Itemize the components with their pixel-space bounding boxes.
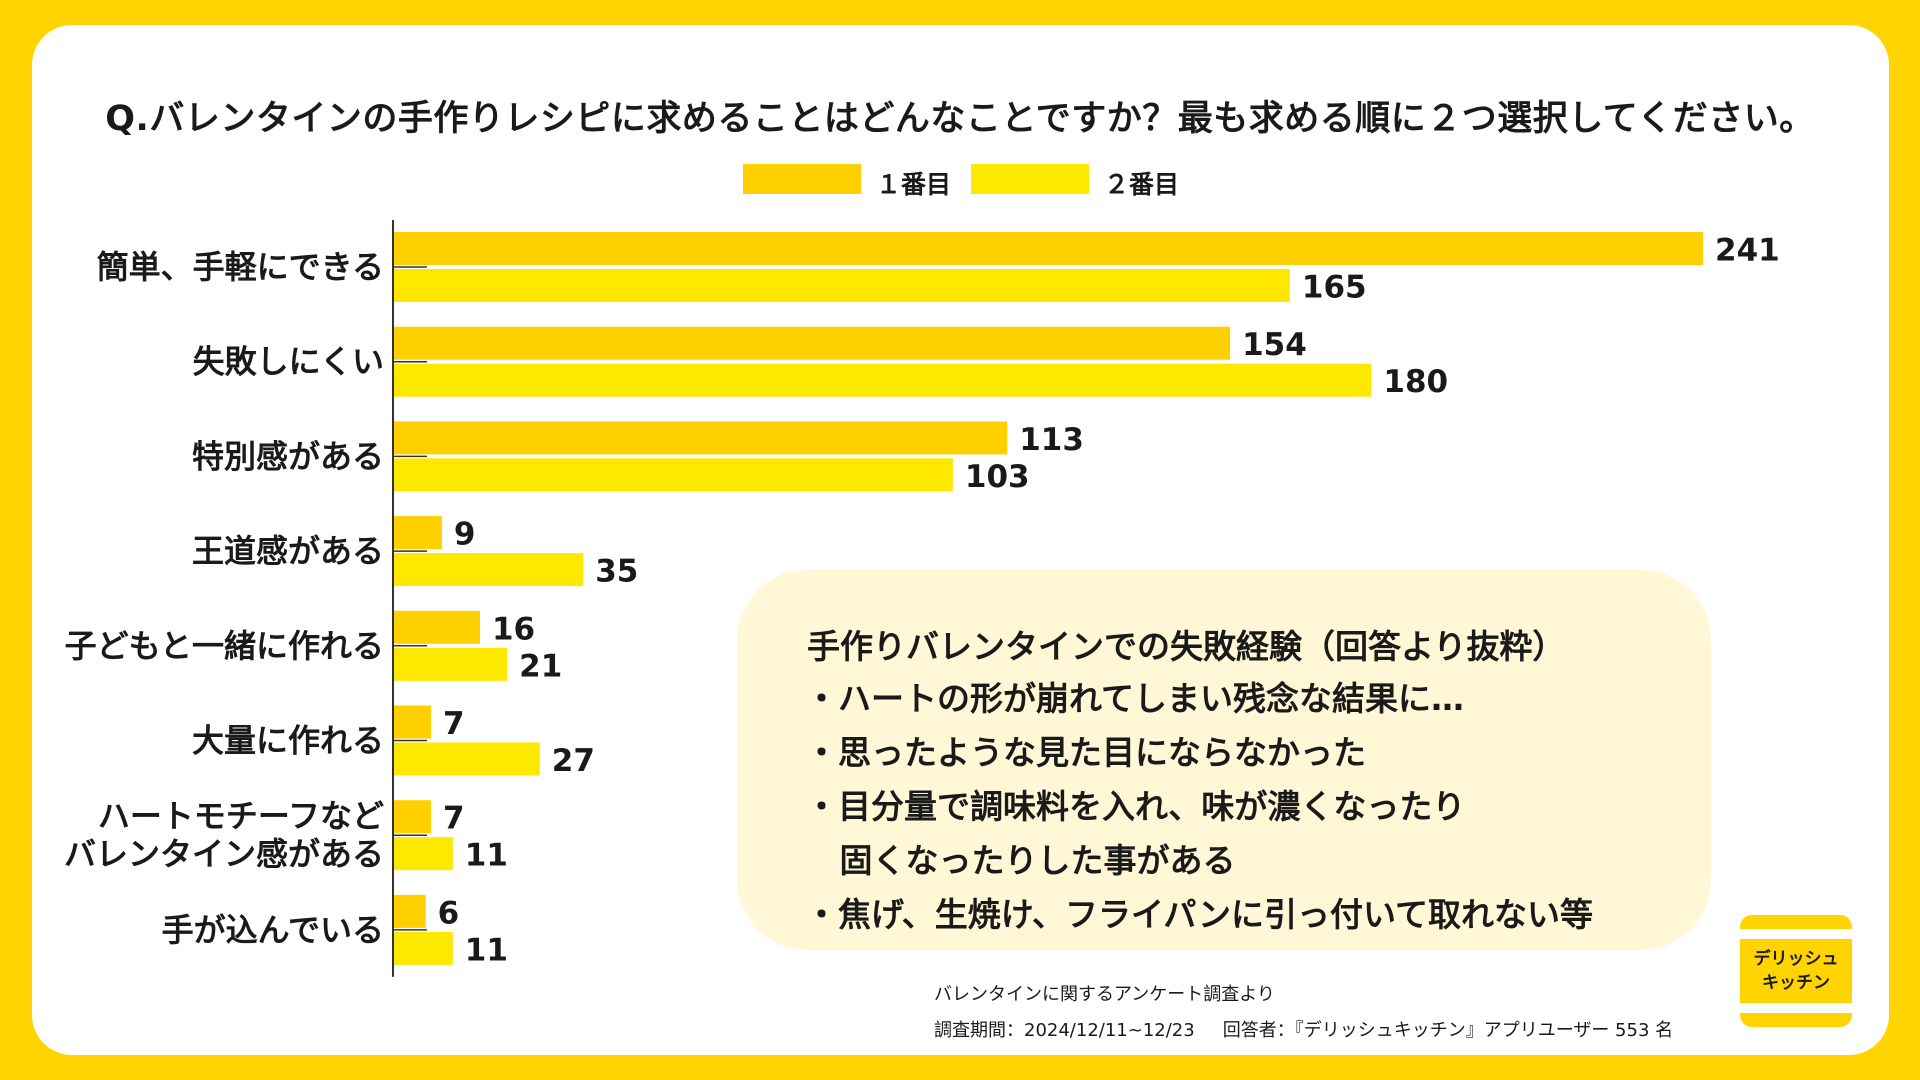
category-label: 簡単、手軽にできる: [97, 248, 384, 286]
note-item: 固くなったりした事がある: [805, 841, 1236, 880]
category-label: 大量に作れる: [192, 722, 384, 760]
value-label: 113: [1019, 422, 1084, 458]
note-item: ・ハートの形が崩れてしまい残念な結果に…: [805, 679, 1465, 718]
note-list: ・ハートの形が崩れてしまい残念な結果に… ・思ったような見た目にならなかった ・…: [805, 672, 1695, 942]
value-label: 27: [552, 743, 595, 779]
bar-1-4: [393, 610, 480, 644]
value-label: 35: [595, 554, 638, 590]
failure-notes-box: 手作りバレンタインでの失敗経験（回答より抜粋） ・ハートの形が崩れてしまい残念な…: [737, 570, 1711, 950]
category-label: ハートモチーフなど: [98, 797, 384, 835]
value-label: 103: [965, 459, 1030, 495]
bar-1-7: [393, 894, 426, 928]
legend-label-1: １番目: [876, 170, 952, 199]
bar-1-3: [393, 516, 442, 550]
bar-1-1: [393, 326, 1231, 360]
bar-2-2: [393, 458, 953, 492]
logo-text: デリッシュ キッチン: [1753, 949, 1839, 993]
survey-details: 調査期間：2024/12/11~12/23 回答者：『デリッシュキッチン』アプリユ…: [934, 1016, 1701, 1042]
note-item: ・焦げ、生焼け、フライパンに引っ付いて取れない等: [805, 895, 1594, 934]
bar-2-3: [393, 553, 584, 587]
bar-2-7: [393, 931, 453, 965]
value-label: 11: [465, 838, 508, 874]
survey-respondents: 回答者：『デリッシュキッチン』アプリユーザー 553 名: [1222, 1020, 1674, 1041]
bar-1-6: [393, 800, 432, 834]
value-label: 241: [1715, 233, 1780, 269]
bar-1-0: [393, 232, 1703, 265]
legend-swatch-1: [743, 164, 861, 194]
delish-kitchen-logo: デリッシュ キッチン: [1740, 915, 1852, 1027]
note-title: 手作りバレンタインでの失敗経験（回答より抜粋）: [807, 627, 1566, 666]
category-label: 子どもと一緒に作れる: [65, 627, 384, 665]
note-item: ・目分量で調味料を入れ、味が濃くなったり: [805, 787, 1466, 826]
value-label: 6: [438, 895, 460, 931]
value-label: 11: [465, 932, 508, 968]
category-label: 王道感がある: [192, 532, 384, 570]
bar-1-2: [393, 421, 1008, 455]
note-item: ・思ったような見た目にならなかった: [805, 733, 1366, 772]
category-label: 手が込んでいる: [162, 911, 384, 949]
category-label: バレンタイン感がある: [64, 835, 384, 873]
value-label: 16: [492, 611, 535, 647]
bar-2-4: [393, 647, 508, 681]
value-label: 7: [443, 801, 465, 837]
legend-swatch-2: [971, 164, 1089, 194]
value-label: 180: [1383, 364, 1448, 400]
value-label: 9: [454, 517, 476, 553]
value-label: 7: [443, 706, 465, 742]
bar-1-5: [393, 705, 432, 739]
survey-source: バレンタインに関するアンケート調査より: [934, 984, 1275, 1005]
value-label: 21: [519, 648, 562, 684]
value-label: 165: [1302, 270, 1367, 306]
category-label: 失敗しにくい: [193, 343, 384, 381]
category-label: 特別感がある: [192, 437, 384, 475]
bar-2-5: [393, 742, 540, 776]
logo-stripe-top: [1740, 929, 1852, 939]
value-label: 154: [1242, 327, 1307, 363]
logo-stripe-bottom: [1740, 1003, 1852, 1013]
chart-title: Q.バレンタインの手作りレシピに求めることはどんなことですか？最も求める順に２つ…: [105, 99, 1815, 139]
legend-label-2: ２番目: [1104, 170, 1180, 199]
survey-period: 調査期間：2024/12/11~12/23: [934, 1020, 1195, 1041]
bar-2-0: [393, 269, 1290, 302]
bar-2-1: [393, 363, 1372, 397]
bar-2-6: [393, 837, 453, 871]
